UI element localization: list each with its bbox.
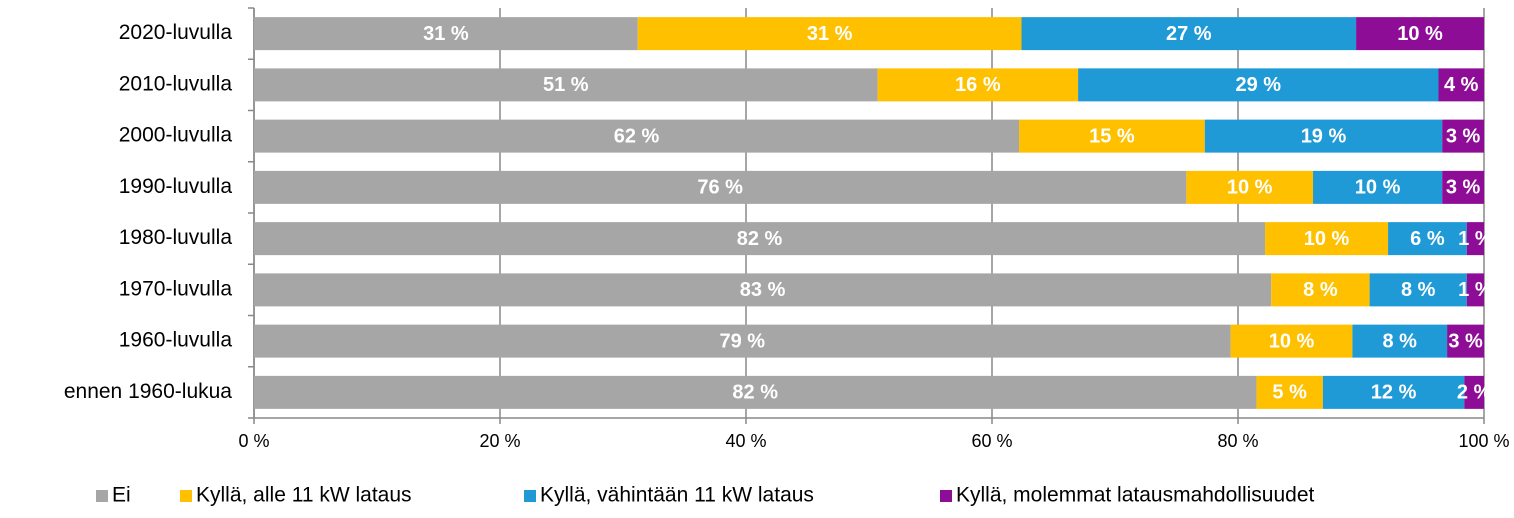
bar-segment	[254, 68, 878, 102]
data-label: 1 %	[1458, 279, 1493, 301]
x-tick-label: 0 %	[238, 431, 269, 451]
data-label: 8 %	[1401, 279, 1436, 301]
bar-segment	[1352, 324, 1448, 358]
bar-segment	[1388, 222, 1467, 256]
bar-segment	[254, 324, 1231, 358]
y-tick-label: 2020-luvulla	[119, 21, 233, 44]
bar-segment	[1186, 170, 1314, 204]
bar-segment	[1265, 222, 1389, 256]
bar-segment	[1447, 324, 1484, 358]
data-label: 16 %	[955, 74, 1001, 96]
bar-segment	[254, 170, 1187, 204]
data-label: 3 %	[1446, 125, 1481, 147]
bar-segment	[254, 119, 1020, 153]
data-label: 3 %	[1446, 177, 1481, 199]
data-label: 76 %	[697, 177, 743, 199]
bar-segment	[1438, 68, 1484, 102]
x-tick-label: 20 %	[479, 431, 520, 451]
data-label: 83 %	[740, 279, 786, 301]
x-tick-label: 40 %	[725, 431, 766, 451]
bar-segment	[1204, 119, 1443, 153]
data-label: 8 %	[1303, 279, 1338, 301]
y-tick-label: 2010-luvulla	[119, 72, 233, 95]
bar-segment	[1369, 273, 1467, 307]
bar-segment	[1230, 324, 1353, 358]
data-label: 10 %	[1397, 23, 1443, 45]
data-label: 10 %	[1269, 330, 1315, 352]
legend-swatch	[940, 490, 952, 502]
y-tick-label: 1980-luvulla	[119, 226, 233, 249]
data-label: 12 %	[1371, 382, 1417, 404]
data-label: 82 %	[737, 228, 783, 250]
data-label: 79 %	[720, 330, 766, 352]
y-tick-label: ennen 1960-lukua	[64, 380, 232, 403]
data-label: 3 %	[1448, 330, 1483, 352]
y-tick-label: 1960-luvulla	[119, 329, 233, 352]
y-tick-label: 2000-luvulla	[119, 124, 233, 147]
data-label: 5 %	[1272, 382, 1307, 404]
bar-segment	[254, 273, 1272, 307]
bar-segment	[1256, 375, 1323, 409]
data-label: 31 %	[423, 23, 469, 45]
data-label: 82 %	[732, 382, 778, 404]
legend-label: Kyllä, vähintään 11 kW lataus	[540, 484, 814, 507]
bar-segment	[254, 222, 1266, 256]
bar-segment	[1019, 119, 1205, 153]
bar-segment	[1356, 17, 1484, 51]
legend-label: Ei	[112, 484, 131, 507]
bar-segment	[1322, 375, 1465, 409]
data-label: 4 %	[1444, 74, 1479, 96]
data-label: 10 %	[1304, 228, 1350, 250]
data-label: 27 %	[1166, 23, 1212, 45]
bar-segment	[254, 17, 638, 51]
y-tick-label: 1990-luvulla	[119, 175, 233, 198]
legend-label: Kyllä, alle 11 kW lataus	[196, 484, 412, 507]
data-label: 2 %	[1457, 382, 1492, 404]
data-label: 31 %	[807, 23, 853, 45]
legend-label: Kyllä, molemmat latausmahdollisuudet	[956, 484, 1314, 507]
data-label: 10 %	[1227, 177, 1273, 199]
bar-segment	[1442, 170, 1484, 204]
data-label: 51 %	[543, 74, 589, 96]
bar-segment	[1078, 68, 1439, 102]
data-label: 6 %	[1410, 228, 1445, 250]
bar-segment	[877, 68, 1079, 102]
bar-segment	[1021, 17, 1357, 51]
bar-segment	[254, 375, 1257, 409]
y-tick-label: 1970-luvulla	[119, 277, 233, 300]
bar-segment	[1464, 375, 1484, 409]
x-tick-label: 100 %	[1458, 431, 1509, 451]
data-label: 15 %	[1089, 125, 1135, 147]
data-label: 62 %	[614, 125, 660, 147]
legend-swatch	[96, 490, 108, 502]
data-label: 1 %	[1458, 228, 1493, 250]
bar-segment	[1466, 273, 1484, 307]
data-label: 19 %	[1301, 125, 1347, 147]
bar-segment	[1442, 119, 1484, 153]
x-tick-label: 80 %	[1217, 431, 1258, 451]
bar-segment	[1271, 273, 1370, 307]
bar-segment	[1313, 170, 1443, 204]
x-tick-label: 60 %	[971, 431, 1012, 451]
data-label: 8 %	[1383, 330, 1418, 352]
data-label: 10 %	[1355, 177, 1401, 199]
bar-segment	[637, 17, 1022, 51]
data-label: 29 %	[1235, 74, 1281, 96]
legend-swatch	[180, 490, 192, 502]
bar-segment	[1466, 222, 1484, 256]
legend-swatch	[524, 490, 536, 502]
